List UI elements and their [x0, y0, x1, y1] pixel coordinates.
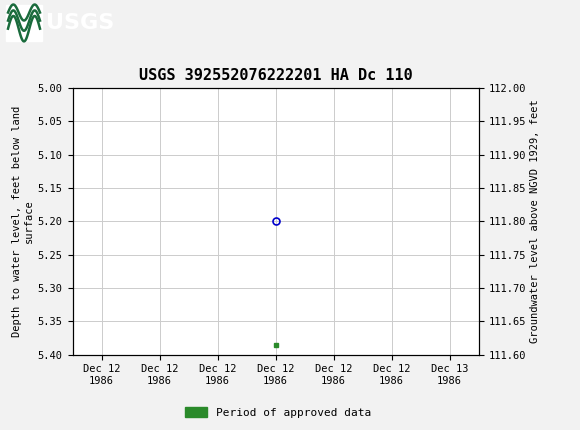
Y-axis label: Depth to water level, feet below land
surface: Depth to water level, feet below land su… — [12, 106, 34, 337]
Title: USGS 392552076222201 HA Dc 110: USGS 392552076222201 HA Dc 110 — [139, 68, 412, 83]
Bar — [6, 5, 42, 41]
Y-axis label: Groundwater level above NGVD 1929, feet: Groundwater level above NGVD 1929, feet — [530, 100, 540, 343]
Text: USGS: USGS — [46, 13, 114, 33]
Legend: Period of approved data: Period of approved data — [181, 403, 376, 422]
